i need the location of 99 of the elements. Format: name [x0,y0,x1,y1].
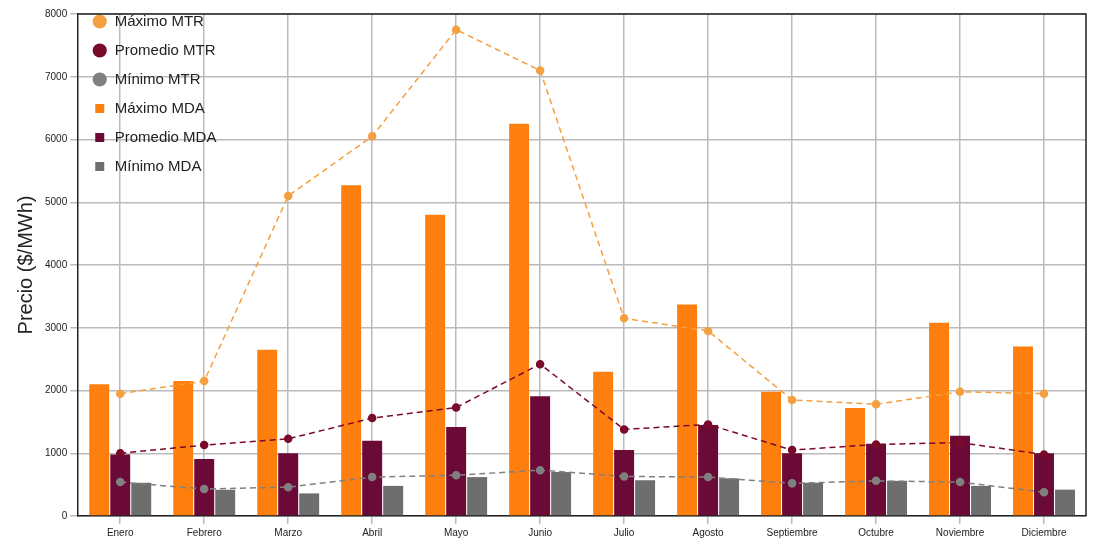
point [451,470,461,480]
bar [761,391,782,516]
point [535,359,545,369]
point [871,440,881,449]
bar [173,381,194,516]
bar [278,453,299,516]
x-tick-label: Diciembre [1021,526,1067,538]
x-tick-label: Enero [106,526,135,538]
point [955,387,965,397]
point [787,395,797,405]
bar [530,396,551,516]
bar [215,489,236,516]
point [619,425,629,434]
point [283,482,293,492]
bar [1055,489,1075,516]
y-axis-title: Precio ($/MWh) [13,195,36,335]
point [1039,487,1049,497]
bar [635,480,656,516]
point [1039,450,1049,459]
bar [110,454,131,516]
point [115,449,125,458]
x-tick-label: Julio [613,526,635,538]
bar [551,472,572,516]
x-tick-label: Febrero [186,526,223,538]
bar [194,458,215,516]
y-tick-label: 6000 [45,133,68,145]
x-tick-label: Marzo [274,526,303,538]
bar [887,480,908,516]
bar [803,482,824,516]
bar [89,384,110,516]
bar [845,408,866,516]
point [871,400,881,409]
bar [467,477,488,516]
bar [1013,346,1033,516]
legend-label: Mínimo MTR [114,69,201,87]
y-tick-label: 3000 [45,321,68,333]
point [955,477,965,487]
bar [971,485,991,516]
point [199,484,209,494]
legend-label: Máximo MTR [114,11,205,29]
bar [677,304,698,516]
bar [782,453,803,516]
point [367,413,377,423]
x-tick-label: Junio [528,526,553,538]
bar [719,478,740,516]
legend-label: Mínimo MDA [114,156,202,174]
y-tick-label: 2000 [45,384,68,396]
bar [257,349,278,516]
x-tick-label: Agosto [692,526,725,538]
y-tick-label: 7000 [45,70,68,82]
point [199,440,209,450]
x-tick-label: Mayo [443,526,469,538]
point [871,476,881,486]
y-tick-label: 1000 [45,447,68,458]
point [535,66,545,75]
bar [299,493,320,516]
x-tick-label: Noviembre [935,526,985,538]
point [199,376,209,386]
point [367,472,377,482]
bar [362,440,383,516]
point [703,326,713,336]
legend-label: Promedio MTR [114,40,216,58]
point [283,191,293,201]
point [1039,389,1049,398]
y-tick-label: 0 [61,509,68,521]
legend-label: Máximo MDA [114,98,205,116]
point [115,477,125,487]
point [619,314,629,323]
bar [425,214,446,516]
bar [383,485,404,516]
point [787,479,797,488]
bar [446,426,467,516]
bar [1034,453,1054,516]
bar [593,371,614,516]
bar [866,443,887,516]
point [703,472,713,482]
x-tick-label: Abril [362,526,383,538]
point [451,403,461,412]
y-tick-label: 5000 [45,196,68,207]
bar [341,185,362,516]
bar [614,450,635,516]
bar [929,322,950,516]
x-tick-label: Septiembre [766,526,819,538]
point [619,472,629,481]
bar [509,123,530,516]
bar [950,435,970,516]
point [367,132,377,141]
point [451,25,461,34]
x-tick-label: Octubre [858,526,895,538]
y-tick-label: 8000 [45,7,68,19]
point [535,465,545,475]
bar [698,425,719,516]
point [787,445,797,455]
y-tick-label: 4000 [45,258,68,270]
legend-label: Promedio MDA [114,127,217,145]
point [115,389,125,398]
point [703,420,713,429]
point [283,434,293,444]
bar [131,482,152,516]
